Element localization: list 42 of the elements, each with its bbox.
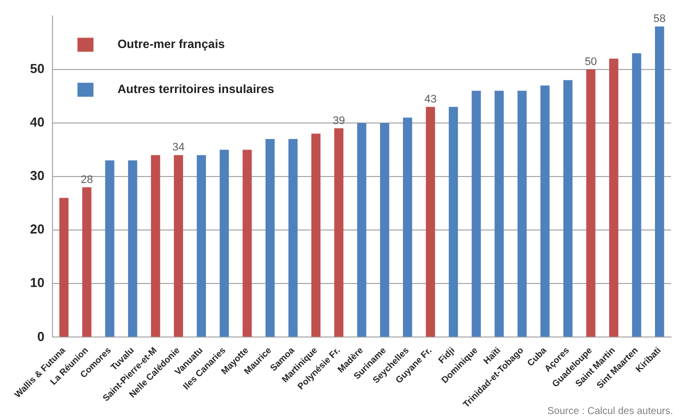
bar (472, 90, 481, 337)
data-label: 50 (584, 56, 597, 68)
bar (220, 150, 229, 337)
bar (609, 58, 618, 337)
bar (402, 118, 412, 337)
bar (380, 122, 390, 337)
y-tick-label: 0 (37, 328, 44, 344)
bar (128, 160, 138, 337)
bar (654, 26, 664, 337)
bar (105, 160, 114, 337)
data-label: 28 (80, 174, 93, 186)
data-label: 58 (653, 13, 666, 26)
bar (540, 85, 550, 337)
bar (288, 139, 298, 337)
data-label: 34 (172, 142, 185, 154)
data-label: 43 (424, 93, 437, 106)
bar (334, 128, 344, 337)
bar (426, 106, 436, 337)
bar (357, 122, 366, 337)
bar (586, 69, 596, 337)
legend-label: Outre-mer français (117, 37, 226, 52)
bar (311, 134, 320, 337)
y-tick-label: 20 (30, 222, 44, 237)
legend-label: Autres territoires insulaires (117, 82, 275, 96)
y-tick-label: 30 (30, 168, 44, 184)
y-tick-label: 40 (30, 114, 44, 130)
bar (196, 155, 206, 337)
bar (174, 155, 184, 337)
bar (82, 187, 92, 337)
data-label: 39 (332, 114, 345, 127)
bar (242, 150, 252, 337)
bar (494, 90, 504, 337)
y-tick-label: 10 (30, 275, 44, 290)
bar (632, 53, 642, 337)
bar (448, 106, 458, 337)
bar (266, 139, 275, 337)
source-note: Source : Calcul des auteurs. (547, 406, 673, 417)
bar (563, 80, 572, 337)
bar (59, 198, 68, 337)
bar (518, 90, 527, 337)
bar (150, 155, 160, 337)
y-tick-label: 50 (30, 60, 44, 76)
